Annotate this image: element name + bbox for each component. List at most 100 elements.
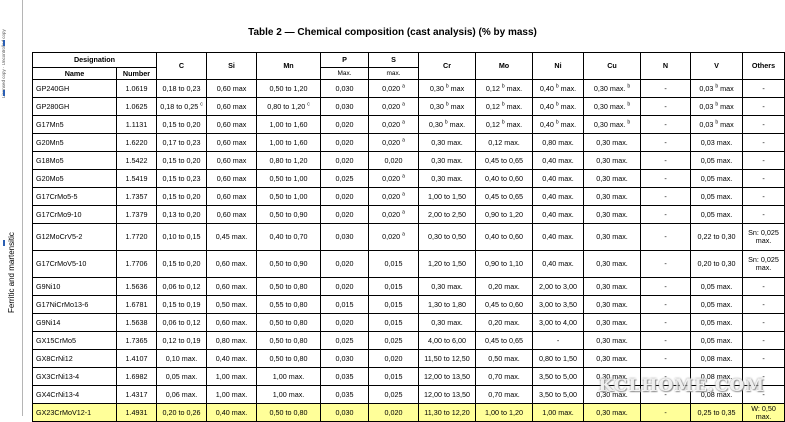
cell-value: 0,80 max. — [542, 137, 574, 147]
cell-value: 0,05 max. — [700, 209, 733, 219]
cell-c: 0,06 to 0,12 — [156, 313, 208, 332]
cell-n: - — [640, 151, 692, 170]
cell-value: GX4CrNi13-4 — [36, 389, 80, 399]
cell-value: - — [664, 407, 667, 417]
cell-value: 0,40 max. — [542, 173, 574, 183]
cell-mo: 0,90 to 1,20 — [475, 205, 534, 224]
cell-value: 0,20 to 0,26 — [162, 407, 201, 417]
cell-value: 0,05 max. — [700, 155, 733, 165]
cell-suffix: max — [448, 101, 465, 111]
cell-value: 0,10 max. — [165, 353, 198, 363]
footnote-marker: a — [402, 137, 405, 144]
cell-value: 1.1131 — [125, 119, 148, 129]
cell-value: - — [762, 155, 765, 165]
footnote-marker: a — [402, 83, 405, 90]
cell-ni: 0,40 max. — [532, 169, 585, 188]
cell-s: 0,020 a — [368, 169, 420, 188]
cell-mn: 0,50 to 0,90 — [256, 250, 322, 278]
cell-value: 0,15 to 0,19 — [162, 299, 201, 309]
cell-value: 0,30 max. — [431, 317, 463, 327]
cell-value: 0,90 to 1,20 — [485, 209, 523, 219]
cell-cr: 12,00 to 13,50 — [418, 367, 477, 386]
cell-value: 0,60 max — [216, 155, 247, 165]
cell-s: 0,020 a — [368, 97, 420, 116]
cell-name: GX8CrNi12 — [32, 349, 117, 368]
cell-value: 0,03 — [699, 101, 714, 111]
cell-v: 0,08 max. — [690, 349, 744, 368]
cell-ni: 0,40 b max. — [532, 97, 585, 116]
cell-value: 0,020 — [382, 101, 401, 111]
cell-value: 0,60 max — [216, 119, 247, 129]
cell-value: 0,80 max. — [215, 335, 248, 345]
cell-value: 0,90 to 1,10 — [485, 259, 523, 268]
cell-cu: 0,30 max. — [583, 331, 642, 350]
footnote-marker: b — [715, 83, 719, 90]
cell-value: 0,18 to 0,23 — [162, 83, 201, 93]
cell-value: 0,45 to 0,60 — [485, 299, 523, 309]
cell-si: 0,60 max — [206, 115, 258, 134]
cell-value: - — [762, 173, 765, 183]
cell-c: 0,13 to 0,20 — [156, 205, 208, 224]
cell-s: 0,020 a — [368, 187, 420, 206]
cell-others: - — [742, 313, 785, 332]
table-row: G17CrMoV5-10 1.7706 0,15 to 0,20 0,60 max. 0… — [32, 250, 785, 278]
cell-value: 0,05 max. — [700, 335, 733, 345]
header-ni: Ni — [532, 52, 585, 80]
cell-p: 0,015 — [320, 295, 370, 314]
cell-suffix: max. — [504, 119, 523, 129]
cell-value: 1.5419 — [125, 173, 148, 183]
cell-mo: 0,12 b max. — [475, 97, 534, 116]
cell-cu: 0,30 max. — [583, 223, 642, 251]
cell-others: - — [742, 349, 785, 368]
cell-v: 0,05 max. — [690, 295, 744, 314]
cell-value: 0,020 — [382, 137, 401, 147]
cell-ni: 3,00 to 4,00 — [532, 313, 585, 332]
cell-value: - — [664, 232, 667, 241]
cell-value: 0,06 to 0,12 — [162, 317, 201, 327]
cell-value: 0,30 max. — [596, 232, 628, 241]
cell-v: 0,03 b max — [690, 97, 744, 116]
cell-value: 0,30 max. — [596, 155, 628, 165]
cell-mo: 0,70 max. — [475, 367, 534, 386]
cell-value: 2,00 to 3,00 — [539, 281, 577, 291]
cell-value: 0,30 max. — [596, 137, 628, 147]
table-row: GP280GH 1.0625 0,18 to 0,25 c 0,60 max 0,80 … — [32, 97, 785, 116]
cell-value: 0,60 max — [216, 173, 247, 183]
footnote-marker: b — [444, 119, 448, 126]
cell-v: 0,05 max. — [690, 313, 744, 332]
cell-value: - — [664, 353, 667, 363]
cell-value: 0,03 max. — [700, 137, 733, 147]
cell-ni: 0,40 b max. — [532, 115, 585, 134]
side-mark — [3, 240, 5, 246]
cell-cu: 0,30 max. — [583, 250, 642, 278]
cell-value: GP280GH — [36, 101, 70, 111]
cell-value: 0,15 to 0,23 — [162, 173, 201, 183]
cell-number: 1.4317 — [115, 385, 158, 404]
cell-value: 0,70 max. — [488, 389, 520, 399]
cell-mn: 0,40 to 0,70 — [256, 223, 322, 251]
cell-value: 0,015 — [384, 371, 403, 381]
cell-name: G17CrMoV5-10 — [32, 250, 117, 278]
cell-ni: 0,40 max. — [532, 223, 585, 251]
cell-value: 0,12 max. — [488, 137, 520, 147]
cell-value: 0,50 to 0,80 — [269, 281, 308, 291]
cell-p: 0,030 — [320, 97, 370, 116]
cell-others: - — [742, 205, 785, 224]
cell-value: 0,020 — [384, 407, 403, 417]
footnote-marker: b — [555, 101, 559, 108]
cell-number: 1.6982 — [115, 367, 158, 386]
cell-suffix: max — [448, 83, 465, 93]
cell-value: GX23CrMoV12-1 — [36, 407, 92, 417]
cell-value: 0,05 max. — [700, 299, 733, 309]
footnote-marker: c — [200, 101, 203, 108]
cell-si: 0,60 max — [206, 187, 258, 206]
cell-value: G18Mo5 — [36, 155, 64, 165]
cell-value: G17CrMo9-10 — [36, 209, 82, 219]
cell-n: - — [640, 250, 692, 278]
cell-s: 0,020 a — [368, 133, 420, 152]
cell-c: 0,15 to 0,19 — [156, 295, 208, 314]
cell-value: 1,00 to 1,60 — [269, 119, 308, 129]
footnote-marker: b — [627, 101, 631, 108]
cell-value: 0,22 to 0,30 — [697, 232, 736, 241]
cell-value: 12,00 to 13,50 — [424, 371, 470, 381]
